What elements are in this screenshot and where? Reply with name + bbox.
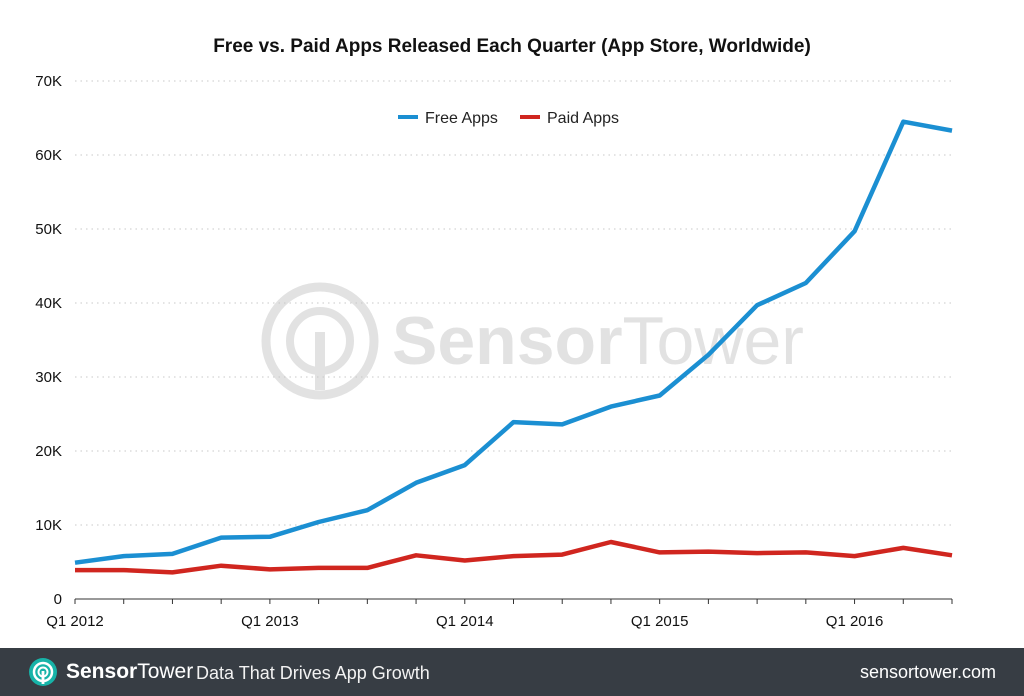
y-tick-label: 70K [35, 73, 62, 90]
footer-brand: SensorTower [66, 660, 193, 684]
x-tick-label: Q1 2012 [46, 613, 104, 630]
y-tick-label: 20K [35, 443, 62, 460]
x-tick-label: Q1 2016 [826, 613, 884, 630]
series-line-paid-apps [75, 539, 953, 575]
legend-label-paid-apps: Paid Apps [547, 110, 619, 127]
footer-brand-light: Tower [137, 660, 194, 683]
series-line-free-apps [74, 119, 953, 565]
svg-text:SensorTower: SensorTower [392, 303, 804, 379]
y-tick-label: 0 [54, 591, 62, 608]
footer-bar: SensorTower Data That Drives App Growth … [0, 648, 1024, 696]
x-tick-label: Q1 2013 [241, 613, 299, 630]
y-tick-label: 40K [35, 295, 62, 312]
x-tick-label: Q1 2014 [436, 613, 494, 630]
line-chart: SensorTower 0 10K 20K 30K 40K 50K 60K 70K Q1 20… [35, 73, 953, 630]
chart-title: Free vs. Paid Apps Released Each Quarter… [213, 36, 811, 57]
watermark-logo: SensorTower [261, 282, 804, 400]
y-tick-label: 30K [35, 369, 62, 386]
footer-tagline: Data That Drives App Growth [196, 663, 430, 683]
footer-brand-bold: Sensor [66, 660, 138, 683]
watermark-brand-bold: Sensor [392, 303, 623, 379]
y-tick-label: 60K [35, 147, 62, 164]
footer-url[interactable]: sensortower.com [859, 662, 996, 682]
x-tick-label: Q1 2015 [631, 613, 689, 630]
watermark-tower-icon-stem [315, 332, 325, 390]
legend: Free Apps Paid Apps [398, 110, 619, 127]
y-axis: 0 10K 20K 30K 40K 50K 60K 70K [35, 73, 62, 608]
series [74, 119, 953, 575]
y-tick-label: 10K [35, 517, 62, 534]
legend-label-free-apps: Free Apps [425, 110, 498, 127]
x-axis: Q1 2012 Q1 2013 Q1 2014 Q1 2015 Q1 2016 [46, 598, 953, 630]
watermark-brand-light: Tower [623, 303, 804, 379]
watermark-tower-icon [261, 282, 379, 400]
sensortower-logo-icon [29, 658, 57, 686]
y-tick-label: 50K [35, 221, 62, 238]
